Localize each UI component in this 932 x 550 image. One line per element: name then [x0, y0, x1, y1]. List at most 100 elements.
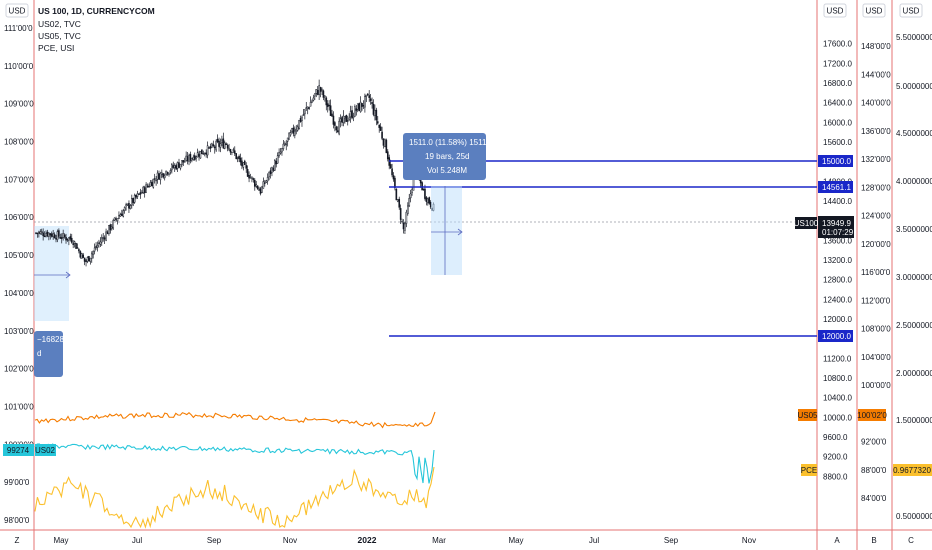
us05-axis-tick: 128'00'0 [861, 183, 891, 192]
us02-axis-tick: 106'00'0 [4, 213, 34, 222]
us100-axis-tick: 11200.0 [823, 354, 852, 363]
candle-body [325, 97, 328, 106]
candle-body [318, 85, 320, 95]
candle-body [151, 182, 153, 187]
currency-button-left[interactable]: USD [5, 3, 29, 18]
candle-body [138, 193, 140, 195]
currency-button-a[interactable]: USD [823, 3, 847, 18]
us02-axis-tick: 102'00'0 [4, 365, 34, 374]
time-axis[interactable]: May Jul Sep Nov 2022 Mar May Jul Sep Nov [53, 535, 756, 545]
us05-last-value-tag: 100'02'0 [857, 409, 887, 421]
candle-body [349, 111, 352, 118]
us05-axis-tick: 144'00'0 [861, 70, 891, 79]
candle-body [40, 231, 43, 233]
legend-main-title[interactable]: US 100, 1D, CURRENCYCOM [38, 6, 155, 16]
us05-line[interactable] [34, 411, 436, 429]
legend-series-us02[interactable]: US02, TVC [38, 19, 81, 29]
candle-body [143, 187, 146, 194]
us05-price-axis[interactable]: 148'00'0 144'00'0 140'00'0 136'00'0 132'00'0… [861, 42, 891, 503]
candle-body [66, 238, 69, 241]
us100-last-price-tag: 13949.9 01:07:29 [818, 216, 854, 238]
candle-body [272, 167, 275, 171]
candle-body [392, 175, 395, 180]
candle-body [344, 116, 346, 119]
us02-axis-tick: 101'00'0 [4, 402, 34, 411]
candle-body [402, 222, 405, 230]
candle-body [50, 233, 53, 237]
candle-body [225, 143, 227, 145]
candle-body [201, 149, 203, 155]
candle-body [218, 140, 220, 147]
candle-body [55, 238, 57, 240]
left-measure-tool[interactable]: −16828 d [34, 226, 71, 377]
candle-body [404, 223, 406, 231]
currency-button-c[interactable]: USD [899, 3, 923, 18]
candle-body [315, 89, 318, 94]
candle-body [262, 181, 265, 189]
us05-axis-tick: 140'00'0 [861, 99, 891, 108]
scale-z-button[interactable]: Z [15, 536, 20, 545]
us100-axis-tick: 9200.0 [823, 453, 848, 462]
legend-series-pce[interactable]: PCE, USI [38, 43, 74, 53]
candle-body [271, 167, 273, 173]
legend-series-us05[interactable]: US05, TVC [38, 31, 81, 41]
candle-body [261, 186, 263, 193]
scale-a-button[interactable]: A [834, 536, 840, 545]
us05-axis-tick: 104'00'0 [861, 353, 891, 362]
us100-price-axis[interactable]: 17600.0 17200.0 16800.0 16400.0 16000.0 15600… [823, 40, 852, 482]
candle-body [366, 93, 369, 96]
candle-body [112, 220, 115, 229]
us100-axis-tick: 10000.0 [823, 413, 852, 422]
horizontal-level-tag [818, 181, 853, 193]
candle-body [285, 142, 288, 145]
pce-line[interactable] [34, 466, 435, 529]
candle-body [246, 169, 249, 177]
us100-symbol-tag-text: US100 [794, 219, 819, 228]
candle-body [79, 251, 82, 258]
us05-axis-tick: 112'00'0 [861, 296, 891, 305]
us100-candles[interactable] [35, 79, 435, 267]
scale-b-button[interactable]: B [871, 536, 876, 545]
us02-tag-text: US02 [35, 446, 56, 455]
candle-body [141, 192, 143, 194]
price-range-measure-tool[interactable]: 1511.0 (11.58%) 15110 19 bars, 25d Vol 5… [403, 133, 491, 275]
candle-body [389, 164, 392, 169]
pce-axis-tick: 1.5000000 [896, 416, 932, 425]
candle-body [119, 214, 122, 217]
candle-body [172, 165, 175, 168]
currency-button-b[interactable]: USD [862, 3, 886, 18]
pce-axis-tick: 0.5000000 [896, 512, 932, 521]
us05-axis-tick: 124'00'0 [861, 212, 891, 221]
candle-body [73, 241, 76, 244]
candle-body [156, 172, 159, 180]
candle-body [316, 90, 319, 95]
candle-body [192, 156, 195, 160]
candle-body [324, 95, 326, 98]
us100-axis-tick: 16800.0 [823, 79, 852, 88]
us05-axis-tick: 108'00'0 [861, 325, 891, 334]
candle-body [352, 115, 355, 118]
candle-body [386, 151, 389, 160]
candle-body [153, 178, 156, 180]
candle-body [146, 185, 149, 187]
candle-body [378, 124, 380, 128]
candle-body [63, 234, 66, 238]
us02-line[interactable] [34, 443, 435, 484]
currency-button-left-label: USD [9, 7, 26, 16]
candle-body [381, 131, 383, 139]
candle-body [354, 106, 356, 117]
candle-body [105, 231, 107, 241]
candle-body [291, 128, 293, 132]
candle-body [56, 231, 59, 240]
us05-axis-tick: 120'00'0 [861, 240, 891, 249]
us02-price-axis[interactable]: 111'00'0 110'00'0 109'00'0 108'00'0 107'00'0… [4, 24, 34, 525]
candle-body [308, 107, 310, 109]
scale-c-button[interactable]: C [908, 536, 914, 545]
candle-body [422, 188, 425, 191]
pce-price-axis[interactable]: 5.5000000 5.0000000 4.5000000 4.0000000 3.50… [896, 33, 932, 521]
candle-body [298, 119, 300, 129]
candle-body [176, 162, 179, 169]
candle-body [314, 93, 316, 97]
candle-body [39, 231, 42, 234]
